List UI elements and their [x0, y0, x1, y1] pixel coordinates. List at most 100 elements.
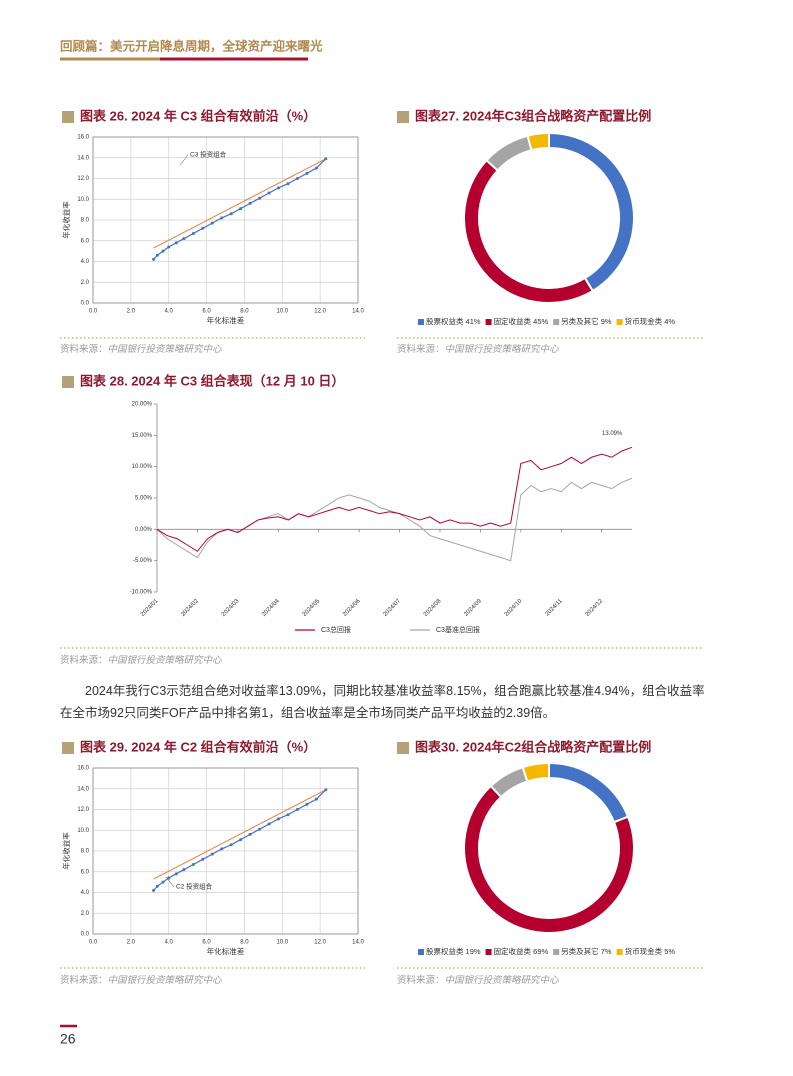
y-tick-label: 20.00%: [132, 402, 153, 408]
x-tick-label: 6.0: [202, 309, 211, 315]
x-axis-label: 年化标准差: [207, 315, 245, 325]
x-tick-label: 2024/04: [261, 598, 281, 618]
title-marker: [62, 742, 74, 754]
x-tick-label: 2024/07: [382, 598, 402, 618]
legend-entry: 固定收益类 45%: [494, 316, 549, 326]
legend-entry: C3基准总回报: [436, 625, 480, 634]
point: [295, 808, 299, 811]
point: [210, 221, 214, 225]
legend-value: 69%: [533, 947, 548, 956]
x-tick-label: 2024/01: [140, 598, 160, 618]
donut-slice: [463, 158, 595, 304]
x-tick-label: 0.0: [89, 940, 98, 946]
annotation: 13.09%: [602, 431, 623, 437]
legend-name: 另类及其它: [561, 316, 599, 326]
point: [295, 177, 299, 180]
legend-name: 固定收益类: [494, 316, 532, 326]
legend-swatch: [417, 949, 424, 955]
source-label: 资料来源：: [397, 974, 445, 986]
point: [239, 838, 243, 842]
y-tick-label: 10.0: [77, 828, 89, 834]
y-tick-label: 0.0: [81, 301, 90, 307]
legend-name: 股票权益类: [426, 316, 464, 326]
x-tick-label: 4.0: [165, 309, 174, 315]
x-tick-label: 14.0: [352, 309, 364, 315]
point: [277, 817, 280, 821]
point: [201, 857, 205, 861]
source-label: 资料来源：: [60, 974, 108, 986]
point: [220, 847, 224, 851]
point: [229, 212, 233, 216]
y-tick-label: 16.0: [77, 766, 89, 772]
y-tick-label: 14.0: [77, 155, 89, 161]
x-tick-label: 2024/11: [545, 598, 565, 618]
legend-value: 5%: [664, 947, 675, 956]
point: [174, 241, 178, 245]
series-line: [156, 446, 633, 552]
legend-swatch: [553, 949, 560, 955]
point: [152, 888, 156, 892]
source-label: 资料来源：: [60, 654, 108, 666]
title-marker: [62, 376, 74, 388]
legend-entry: 股票权益类 19%: [426, 946, 481, 956]
point: [229, 843, 233, 847]
source: 资料来源：中国银行投资策略研究中心: [60, 974, 222, 986]
source: 资料来源：中国银行投资策略研究中心: [397, 974, 559, 986]
point: [191, 231, 195, 235]
y-tick-label: 10.00%: [132, 464, 153, 470]
source-label: 资料来源：: [397, 343, 445, 355]
point: [314, 797, 318, 801]
chart-title: 图表 29. 2024 年 C2 组合有效前沿（%）: [80, 739, 316, 754]
donut-slice: [548, 131, 635, 293]
annotation: C3 投资组合: [190, 150, 227, 159]
title-marker: [62, 111, 74, 123]
legend-name: 固定收益类: [494, 946, 532, 956]
legend-name: 另类及其它: [561, 946, 599, 956]
point: [324, 157, 328, 161]
point: [267, 191, 271, 195]
legend-value: 19%: [466, 947, 481, 956]
source-text: 中国银行投资策略研究中心: [108, 974, 223, 986]
title-marker: [397, 111, 409, 123]
legend-swatch: [616, 949, 623, 955]
x-tick-label: 2.0: [127, 309, 136, 315]
point: [182, 237, 186, 241]
x-tick-label: 2024/06: [342, 598, 362, 618]
legend-swatch: [485, 949, 492, 955]
y-tick-label: 6.0: [81, 869, 90, 875]
point: [258, 196, 262, 200]
x-tick-label: 2024/05: [302, 598, 322, 618]
x-tick-label: 4.0: [165, 940, 174, 946]
source-text: 中国银行投资策略研究中心: [108, 654, 223, 666]
source-label: 资料来源：: [60, 343, 108, 355]
legend-entry: 固定收益类 69%: [494, 946, 549, 956]
point: [277, 186, 280, 190]
x-tick-label: 2024/08: [423, 598, 443, 618]
x-tick-label: 12.0: [314, 940, 326, 946]
x-tick-label: 12.0: [314, 309, 326, 315]
y-tick-label: 14.0: [77, 786, 89, 792]
point: [239, 207, 243, 211]
point: [305, 802, 309, 806]
x-tick-label: 6.0: [202, 940, 211, 946]
legend-value: 9%: [601, 317, 612, 326]
point: [286, 182, 290, 186]
donut-slice: [521, 761, 550, 783]
y-tick-label: 4.0: [81, 890, 90, 896]
legend-entry: 股票权益类 41%: [426, 316, 481, 326]
y-tick-label: 15.00%: [132, 433, 153, 439]
point: [161, 880, 165, 884]
y-tick-label: 2.0: [81, 280, 90, 286]
donut-slice: [526, 131, 550, 152]
y-tick-label: 0.00%: [135, 527, 153, 533]
point: [210, 852, 214, 856]
x-tick-label: 8.0: [240, 309, 249, 315]
y-tick-label: -10.00%: [130, 590, 153, 596]
legend-entry: 另类及其它 9%: [561, 316, 612, 326]
point: [155, 253, 159, 257]
legend-entry: 货币现金类 4%: [625, 316, 676, 326]
point: [167, 245, 171, 249]
annotation-leader: [179, 154, 189, 166]
x-tick-label: 8.0: [240, 940, 249, 946]
page-number: 26: [60, 1031, 76, 1047]
